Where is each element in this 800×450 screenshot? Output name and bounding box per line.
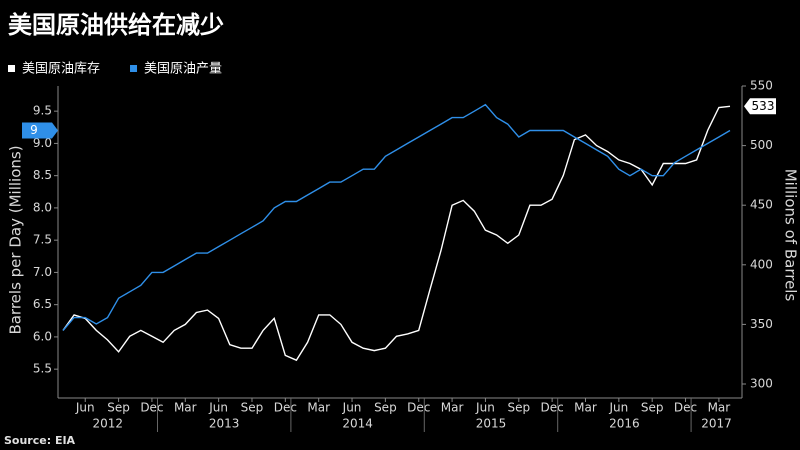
x-tick-label: Mar	[307, 401, 330, 415]
y-tick-label: 9.0	[33, 136, 52, 150]
x-tick-label: Dec	[541, 401, 564, 415]
y2-tick-label: 400	[750, 257, 773, 271]
legend-label: 美国原油库存	[22, 61, 100, 77]
last-value-box	[744, 98, 776, 115]
x-tick-label: Mar	[441, 401, 464, 415]
year-label: 2017	[701, 417, 732, 431]
year-label: 2013	[209, 417, 240, 431]
x-tick-label: Dec	[407, 401, 430, 415]
y2-tick-label: 500	[750, 138, 773, 152]
x-tick-label: Dec	[674, 401, 697, 415]
x-tick-label: Jun	[342, 401, 362, 415]
x-tick-label: Sep	[507, 401, 530, 415]
x-tick-label: Mar	[574, 401, 597, 415]
y2-axis-title: Millions of Barrels	[782, 169, 800, 302]
year-label: 2014	[342, 417, 373, 431]
y-tick-label: 8.5	[33, 168, 52, 182]
last-value-label: 533	[752, 99, 775, 113]
y-tick-label: 6.5	[33, 297, 52, 311]
y-axis-title: Barrels per Day (Millions)	[7, 145, 25, 334]
last-value-box	[22, 122, 58, 139]
x-tick-label: Sep	[107, 401, 130, 415]
series-line	[62, 103, 731, 331]
x-tick-label: Mar	[708, 401, 731, 415]
legend-label: 美国原油产量	[144, 62, 222, 77]
series-line	[62, 105, 731, 362]
x-tick-label: Mar	[174, 401, 197, 415]
y2-tick-label: 450	[750, 198, 773, 212]
chart-title: 美国原油供给在减少	[8, 11, 224, 39]
x-tick-label: Jun	[75, 401, 95, 415]
x-tick-label: Jun	[608, 401, 628, 415]
x-tick-label: Dec	[140, 401, 163, 415]
y-tick-label: 8.0	[33, 200, 52, 214]
x-tick-label: Dec	[274, 401, 297, 415]
x-tick-label: Sep	[241, 401, 264, 415]
legend-swatch	[8, 65, 15, 72]
year-label: 2016	[609, 417, 640, 431]
y-tick-label: 6.0	[33, 329, 52, 343]
x-tick-label: Sep	[374, 401, 397, 415]
y-tick-label: 7.5	[33, 233, 52, 247]
x-tick-label: Jun	[208, 401, 228, 415]
legend-swatch	[130, 65, 138, 72]
x-tick-label: Sep	[641, 401, 664, 415]
y2-tick-label: 350	[750, 317, 773, 331]
year-label: 2012	[92, 417, 123, 431]
last-value-label: 9	[30, 123, 38, 137]
y-tick-label: 5.5	[33, 362, 52, 376]
y2-tick-label: 300	[750, 377, 773, 391]
x-tick-label: Jun	[475, 401, 495, 415]
y-tick-label: 7.0	[33, 265, 52, 279]
source: Source: EIA	[4, 434, 76, 447]
year-label: 2015	[476, 417, 507, 431]
y-tick-label: 9.5	[33, 104, 52, 118]
y2-tick-label: 550	[750, 79, 773, 93]
